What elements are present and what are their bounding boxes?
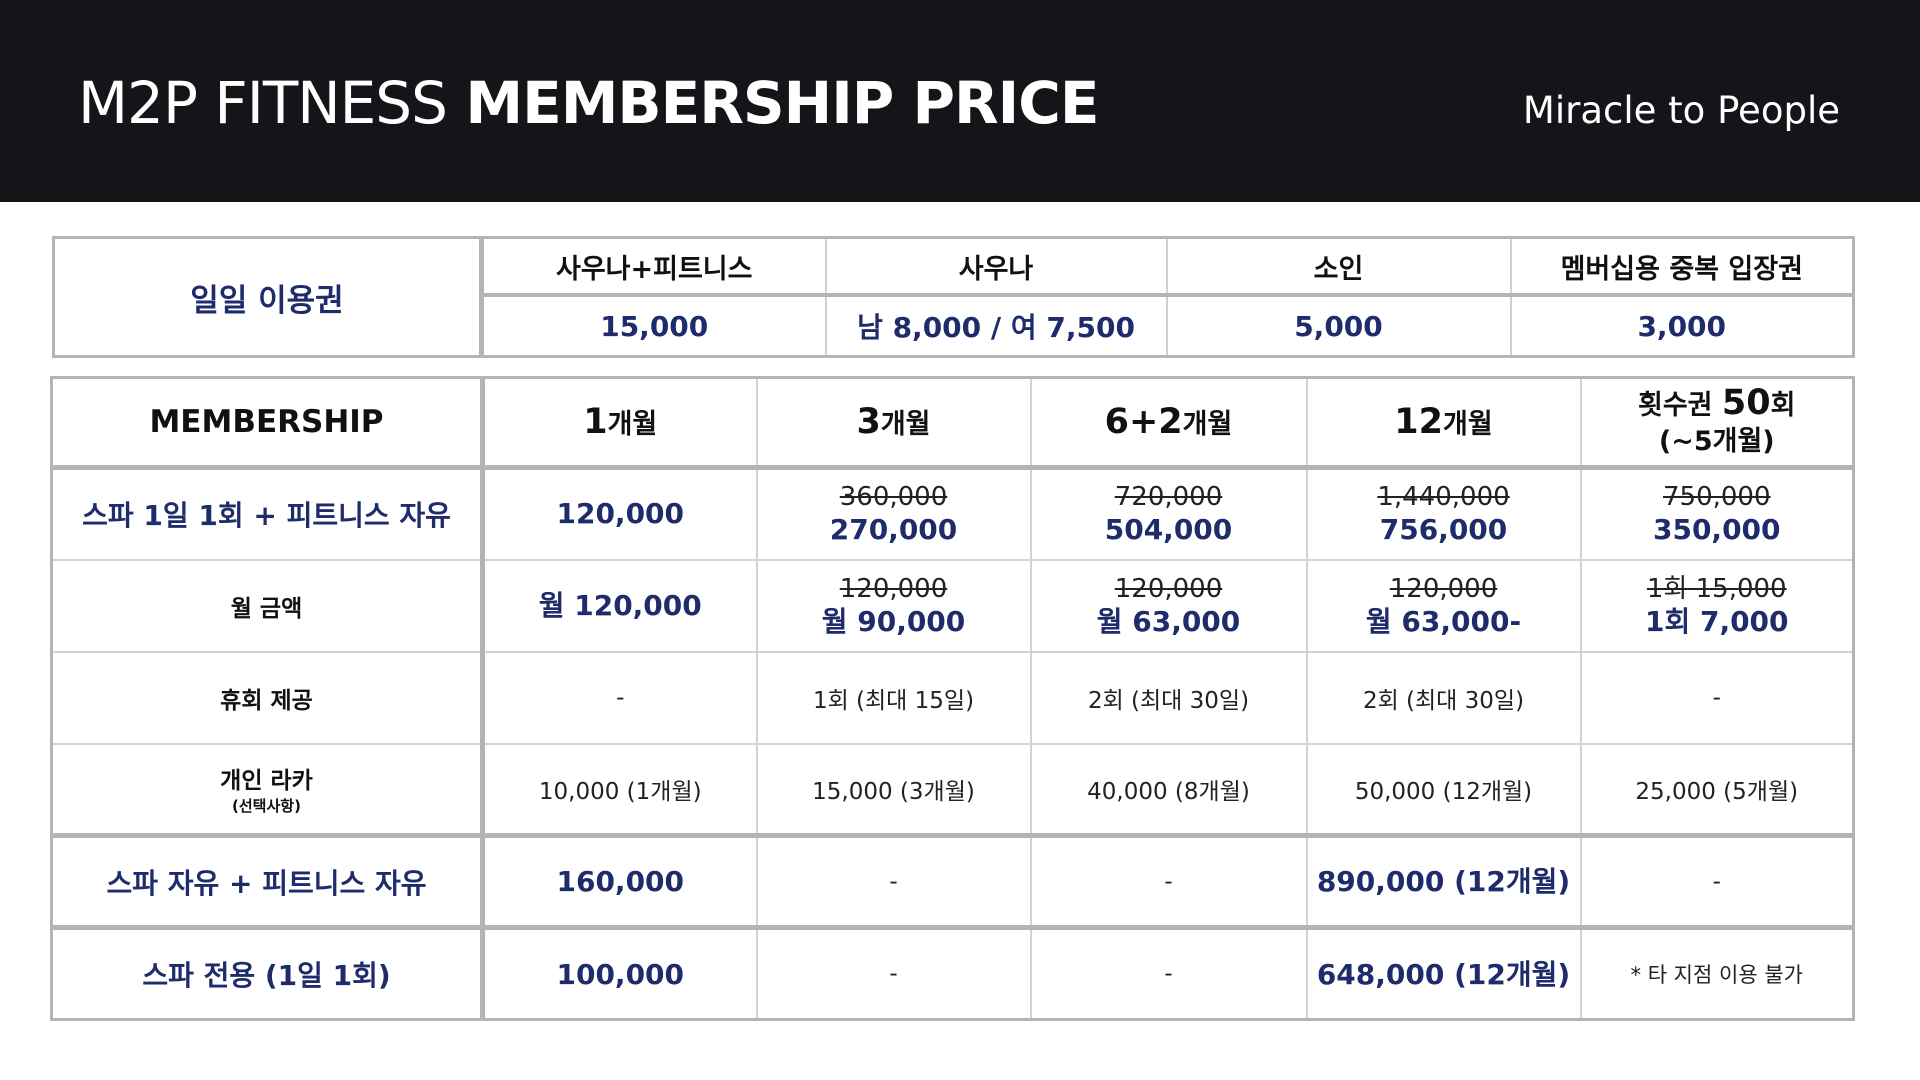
col-1-month: 1개월 [481, 376, 758, 470]
price-new: 270,000 [829, 513, 958, 547]
cell-pause-50s: - [1579, 650, 1855, 745]
cell-spa-fitness-12m: 1,440,000 756,000 [1305, 466, 1582, 561]
col-3-month-unit: 개월 [880, 409, 931, 440]
col-1-month-unit: 개월 [607, 409, 658, 440]
row-label-spa-fitness: 스파 1일 1회 + 피트니스 자유 [50, 466, 485, 561]
col-50-sessions-duration: (~5개월) [1658, 425, 1775, 457]
page-title: M2P FITNESS MEMBERSHIP PRICE [78, 68, 1099, 138]
title-brand: M2P FITNESS [78, 69, 448, 137]
row-label-locker: 개인 라카 (선택사항) [50, 742, 485, 837]
membership-header-label: MEMBERSHIP [50, 376, 485, 470]
daily-pass-table: 일일 이용권 사우나+피트니스 사우나 소인 멤버십용 중복 입장권 15,00… [52, 236, 1855, 358]
cell-monthly-1m: 월 120,000 [481, 558, 758, 653]
cell-spa-only-8m: - [1029, 925, 1308, 1021]
cell-locker-12m: 50,000 (12개월) [1305, 742, 1582, 837]
tagline: Miracle to People [1522, 89, 1840, 132]
col-12-month-num: 12 [1394, 402, 1444, 442]
price-new: 월 90,000 [821, 604, 966, 638]
cell-spa-fitness-1m: 120,000 [481, 466, 758, 561]
col-12-month: 12개월 [1305, 376, 1582, 470]
daily-price-child: 5,000 [1165, 294, 1512, 358]
price-new: 월 63,000 [1096, 604, 1241, 638]
cell-spa-free-50s: - [1579, 833, 1855, 929]
cell-monthly-12m: 120,000 월 63,000- [1305, 558, 1582, 653]
row-label-monthly: 월 금액 [50, 558, 485, 653]
price-new: 350,000 [1652, 513, 1781, 547]
cell-pause-12m: 2회 (최대 30일) [1305, 650, 1582, 745]
daily-price-sauna: 남 8,000 / 여 7,500 [824, 294, 1168, 358]
price-new: 504,000 [1104, 513, 1233, 547]
price-old: 120,000 [1114, 573, 1223, 604]
price-new: 월 63,000- [1365, 604, 1522, 638]
daily-col-sauna-fitness: 사우나+피트니스 [480, 236, 827, 297]
price-new: 756,000 [1379, 513, 1508, 547]
cell-spa-fitness-50s: 750,000 350,000 [1579, 466, 1855, 561]
col-3-month-num: 3 [856, 402, 881, 442]
col-50-sessions-prefix: 횟수권 [1638, 389, 1722, 421]
cell-spa-free-12m: 890,000 (12개월) [1305, 833, 1582, 929]
daily-price-sauna-fitness: 15,000 [480, 294, 827, 358]
cell-monthly-3m: 120,000 월 90,000 [755, 558, 1032, 653]
cell-pause-8m: 2회 (최대 30일) [1029, 650, 1308, 745]
price-new: 120,000 [556, 497, 685, 531]
price-old: 120,000 [839, 573, 948, 604]
col-50-sessions-suffix: 회 [1770, 389, 1796, 421]
cell-locker-1m: 10,000 (1개월) [481, 742, 758, 837]
cell-spa-free-1m: 160,000 [481, 833, 758, 929]
daily-col-member-entry: 멤버십용 중복 입장권 [1509, 236, 1855, 297]
col-6plus2-month-unit: 개월 [1182, 409, 1233, 440]
locker-label: 개인 라카 [220, 768, 313, 795]
title-main: MEMBERSHIP PRICE [465, 69, 1099, 137]
col-3-month: 3개월 [755, 376, 1032, 470]
daily-col-sauna: 사우나 [824, 236, 1168, 297]
header-bar: M2P FITNESS MEMBERSHIP PRICE Miracle to … [0, 0, 1920, 202]
col-1-month-num: 1 [583, 402, 608, 442]
cell-spa-only-note: * 타 지점 이용 불가 [1579, 925, 1855, 1021]
row-label-spa-only: 스파 전용 (1일 1회) [50, 925, 485, 1021]
cell-spa-only-1m: 100,000 [481, 925, 758, 1021]
price-new: 월 120,000 [538, 588, 702, 622]
cell-spa-fitness-8m: 720,000 504,000 [1029, 466, 1308, 561]
row-label-pause: 휴회 제공 [50, 650, 485, 745]
daily-col-child: 소인 [1165, 236, 1512, 297]
locker-sublabel: (선택사항) [232, 797, 301, 816]
cell-locker-50s: 25,000 (5개월) [1579, 742, 1855, 837]
col-50-sessions: 횟수권 50회 (~5개월) [1579, 376, 1855, 470]
col-50-sessions-num: 50 [1721, 382, 1771, 423]
price-old: 120,000 [1389, 573, 1498, 604]
price-old: 750,000 [1662, 482, 1771, 513]
cell-spa-only-12m: 648,000 (12개월) [1305, 925, 1582, 1021]
membership-table: MEMBERSHIP 1개월 3개월 6+2개월 12개월 횟수권 50회 (~… [50, 376, 1855, 1021]
col-6plus2-month: 6+2개월 [1029, 376, 1308, 470]
cell-locker-3m: 15,000 (3개월) [755, 742, 1032, 837]
cell-pause-1m: - [481, 650, 758, 745]
price-old: 1,440,000 [1377, 482, 1510, 513]
daily-price-member-entry: 3,000 [1509, 294, 1855, 358]
price-new: 1회 7,000 [1644, 604, 1789, 638]
cell-spa-free-8m: - [1029, 833, 1308, 929]
price-old: 1회 15,000 [1646, 573, 1787, 604]
cell-monthly-8m: 120,000 월 63,000 [1029, 558, 1308, 653]
cell-spa-only-3m: - [755, 925, 1032, 1021]
row-label-spa-free: 스파 자유 + 피트니스 자유 [50, 833, 485, 929]
cell-monthly-50s: 1회 15,000 1회 7,000 [1579, 558, 1855, 653]
price-old: 720,000 [1114, 482, 1223, 513]
cell-locker-8m: 40,000 (8개월) [1029, 742, 1308, 837]
daily-pass-label: 일일 이용권 [52, 236, 484, 358]
price-old: 360,000 [839, 482, 948, 513]
cell-pause-3m: 1회 (최대 15일) [755, 650, 1032, 745]
cell-spa-fitness-3m: 360,000 270,000 [755, 466, 1032, 561]
cell-spa-free-3m: - [755, 833, 1032, 929]
col-6plus2-month-num: 6+2 [1104, 402, 1183, 442]
col-12-month-unit: 개월 [1443, 409, 1493, 440]
